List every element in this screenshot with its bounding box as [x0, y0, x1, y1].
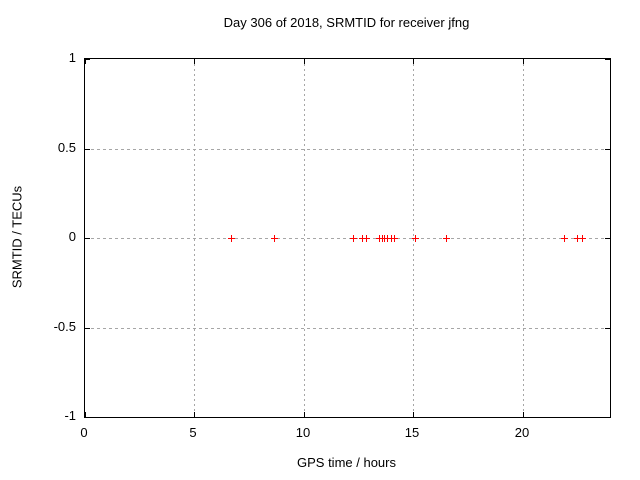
data-point-marker [391, 235, 398, 242]
y-tick-left [85, 149, 90, 150]
x-tick-label: 20 [514, 425, 530, 440]
y-tick-left [85, 417, 90, 418]
x-tick-label: 15 [404, 425, 420, 440]
x-tick-bottom [194, 412, 195, 417]
data-point-marker [561, 235, 568, 242]
x-tick-bottom [413, 412, 414, 417]
x-tick-top [523, 59, 524, 64]
data-point-marker [350, 235, 357, 242]
y-gridline [85, 328, 610, 329]
data-point-marker [359, 235, 366, 242]
data-point-marker [384, 235, 391, 242]
data-point-marker [363, 235, 370, 242]
x-axis-title: GPS time / hours [297, 455, 396, 470]
plot-area [84, 58, 611, 418]
x-tick-top [85, 59, 86, 64]
x-tick-label: 10 [295, 425, 311, 440]
y-tick-right [605, 59, 610, 60]
y-tick-right [605, 149, 610, 150]
y-gridline [85, 238, 610, 239]
y-tick-left [85, 238, 90, 239]
data-point-marker [579, 235, 586, 242]
y-tick-right [605, 328, 610, 329]
x-tick-top [413, 59, 414, 64]
x-tick-bottom [523, 412, 524, 417]
y-tick-label: -1 [64, 408, 76, 423]
data-point-marker [412, 235, 419, 242]
x-tick-label: 0 [80, 425, 88, 440]
y-tick-label: 1 [68, 50, 76, 65]
y-tick-label: 0.5 [57, 140, 76, 155]
chart-title: Day 306 of 2018, SRMTID for receiver jfn… [223, 15, 470, 30]
y-tick-left [85, 59, 90, 60]
x-tick-top [304, 59, 305, 64]
x-tick-bottom [304, 412, 305, 417]
data-point-marker [574, 235, 581, 242]
y-tick-left [85, 328, 90, 329]
x-tick-top [194, 59, 195, 64]
y-gridline [85, 149, 610, 150]
y-tick-right [605, 238, 610, 239]
y-tick-label: -0.5 [53, 319, 76, 334]
x-tick-label: 5 [189, 425, 197, 440]
data-point-marker [228, 235, 235, 242]
x-tick-bottom [85, 412, 86, 417]
y-tick-label: 0 [68, 229, 76, 244]
y-tick-right [605, 417, 610, 418]
data-point-marker [271, 235, 278, 242]
data-point-marker [443, 235, 450, 242]
